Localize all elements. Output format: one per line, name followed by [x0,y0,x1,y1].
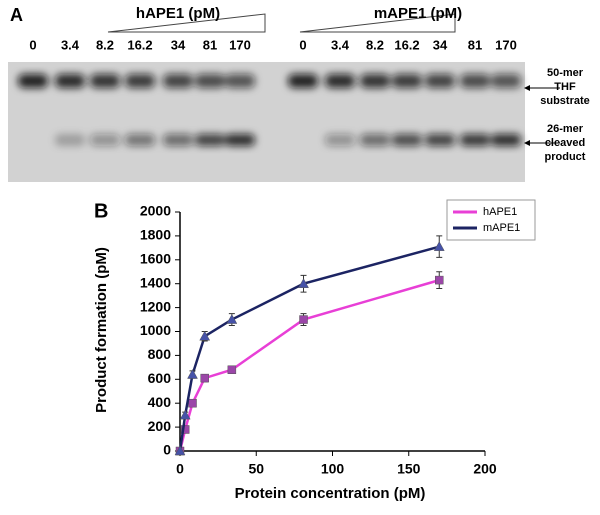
lane-label: 8.2 [366,37,384,52]
substrate-band [90,74,120,88]
substrate-band [18,74,48,88]
lane-label: 3.4 [331,37,350,52]
x-tick-label: 200 [473,461,497,477]
marker [298,278,309,288]
lane-label: 81 [468,37,482,52]
y-tick-label: 1400 [140,274,171,290]
arrow-head [524,85,530,91]
series-line [178,278,440,452]
product-band [90,134,120,146]
band-label: THF [554,81,576,93]
band-label: cleaved [545,137,585,149]
marker [179,409,191,420]
product-band [55,134,85,146]
product-band [392,134,422,146]
lane-label: 170 [229,37,251,52]
wedge [107,13,266,33]
product-band [360,134,390,146]
y-tick-label: 0 [163,442,171,458]
band-label: 50-mer [547,67,584,79]
y-tick-label: 600 [148,370,172,386]
lane-label: 3.4 [61,37,80,52]
lane-label: 0 [29,37,36,52]
substrate-band [325,74,355,88]
lane-label: 16.2 [394,37,419,52]
y-tick-label: 200 [148,418,172,434]
group-label: mAPE1 (pM) [374,5,462,22]
product-band [225,134,255,146]
arrow-head [524,140,530,146]
y-tick-label: 800 [148,346,172,362]
product-band [195,134,225,146]
substrate-band [392,74,422,88]
wedge [299,13,456,33]
marker [299,315,308,324]
lane-label: 81 [203,37,217,52]
y-tick-label: 1800 [140,227,171,243]
substrate-band [360,74,390,88]
marker [187,369,198,379]
product-band [491,134,521,146]
substrate-band [425,74,455,88]
y-tick-label: 1200 [140,298,171,314]
legend [446,199,536,241]
product-band [425,134,455,146]
lane-label: 16.2 [127,37,152,52]
lane-label: 34 [171,37,186,52]
x-tick-label: 50 [248,461,264,477]
marker [199,330,211,341]
band-label: product [545,151,586,163]
marker [435,275,444,285]
substrate-band [195,74,225,88]
y-tick-label: 400 [148,394,172,410]
product-band [125,134,155,146]
x-tick-label: 100 [321,461,345,477]
y-tick-label: 1600 [140,251,171,267]
series-line [178,245,440,452]
lane-label: 34 [433,37,448,52]
marker [433,241,445,251]
bands [18,74,521,146]
y-tick-label: 2000 [140,203,171,219]
x-axis-title: Protein concentration (pM) [235,485,426,502]
product-band [460,134,490,146]
band-label: substrate [540,95,590,107]
band-label: 26-mer [547,123,584,135]
legend-label: mAPE1 [483,222,520,234]
lane-label: 0 [299,37,306,52]
legend-label: hAPE1 [483,206,517,218]
substrate-band [225,74,255,88]
marker [174,445,186,456]
x-tick-label: 0 [176,461,184,477]
substrate-band [125,74,155,88]
lane-label: 8.2 [96,37,114,52]
marker [180,425,190,434]
panel-label: B [94,200,108,222]
x-tick-label: 150 [397,461,421,477]
marker [226,314,238,324]
marker [188,398,197,408]
group-label: hAPE1 (pM) [136,5,220,22]
y-axis-title: Product formation (pM) [93,247,110,413]
substrate-band [163,74,193,88]
lane-label: 170 [495,37,517,52]
marker [227,365,237,374]
product-band [325,134,355,146]
substrate-band [491,74,521,88]
substrate-band [55,74,85,88]
substrate-band [288,74,318,88]
marker [200,373,209,383]
substrate-band [460,74,490,88]
product-band [163,134,193,146]
y-tick-label: 1000 [140,322,171,338]
panel-label: A [10,5,23,25]
